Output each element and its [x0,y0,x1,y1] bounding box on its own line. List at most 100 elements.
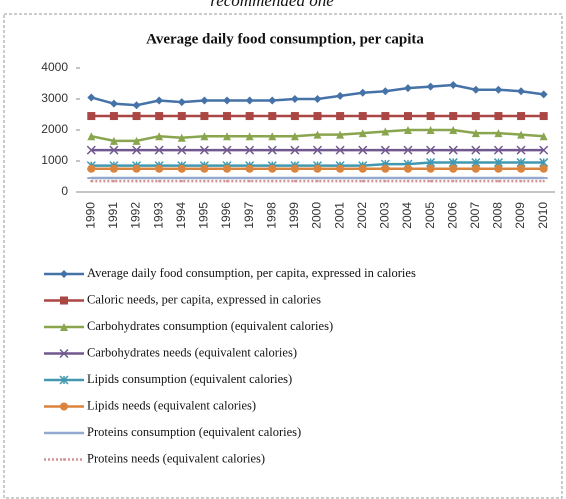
marker [494,85,503,94]
marker [449,81,458,90]
x-tick-label: 2009 [513,202,527,229]
marker [223,112,232,121]
legend-label: Average daily food consumption, per capi… [87,266,416,280]
marker [177,164,186,173]
marker [358,164,367,173]
marker [268,164,277,173]
marker [177,133,186,142]
marker [384,179,387,183]
marker [517,164,526,173]
legend-label: Caloric needs, per capita, expressed in … [87,292,321,306]
marker [403,126,412,134]
marker [155,132,164,141]
legend-label: Proteins needs (equivalent calories) [87,451,265,465]
marker [358,129,367,138]
marker [517,112,526,121]
legend-label: Carbohydrates needs (equivalent calories… [87,345,297,359]
x-tick-label: 2001 [332,202,346,229]
marker [471,145,481,155]
x-tick-label: 1999 [287,202,301,229]
y-tick-label: 0 [61,184,68,198]
marker [157,179,161,183]
marker [223,132,232,141]
legend-label: Proteins consumption (equivalent calorie… [87,425,301,439]
marker [268,96,277,105]
marker [517,130,526,139]
marker [381,164,390,173]
legend-marker [59,348,69,359]
marker [313,112,322,121]
legend-marker [60,296,68,305]
marker [358,112,367,121]
marker [381,112,390,121]
legend-marker [59,375,69,385]
marker [203,179,206,183]
x-tick-label: 2008 [491,202,505,229]
marker [426,126,435,134]
marker [517,87,526,96]
legend-label: Lipids consumption (equivalent calories) [87,372,292,386]
chart-border [3,13,563,499]
marker [290,132,299,141]
marker [381,127,390,136]
marker [135,179,138,183]
marker [223,96,232,105]
x-tick-label: 1993 [151,202,165,229]
marker [199,145,209,155]
x-tick-label: 1997 [242,202,256,229]
marker [87,132,96,141]
marker [494,164,503,173]
y-tick-label: 2000 [41,122,68,136]
marker [180,179,183,183]
marker [200,132,209,141]
x-tick-label: 1995 [197,202,211,229]
legend-marker [62,458,66,461]
marker [132,145,142,155]
marker [268,112,277,121]
marker [336,164,345,173]
marker [177,145,187,155]
marker [542,179,545,183]
marker [290,112,299,121]
y-tick-label: 3000 [41,91,68,105]
marker [380,145,390,155]
marker [519,179,523,183]
marker [222,145,232,155]
marker [313,95,322,103]
marker [471,112,480,121]
marker [381,87,390,96]
marker [474,179,478,183]
x-tick-label: 1998 [264,202,278,229]
x-tick-label: 2003 [378,202,392,229]
marker [426,112,435,121]
marker [403,164,412,173]
marker [539,112,548,121]
marker [109,99,118,108]
marker [358,145,368,155]
marker [403,84,412,93]
marker [245,164,254,173]
marker [426,145,436,155]
marker [154,145,164,155]
marker [200,96,209,105]
marker [87,93,96,102]
marker [494,129,503,138]
marker [268,132,277,141]
x-tick-label: 2007 [468,202,482,229]
marker [361,179,364,183]
marker [248,179,251,183]
marker [429,179,432,183]
marker [406,179,410,183]
x-tick-label: 2005 [423,202,437,229]
marker [336,91,345,100]
x-tick-label: 2010 [536,202,550,229]
marker [452,179,455,183]
x-tick-label: 1992 [129,202,143,229]
marker [336,112,345,121]
marker [223,164,232,173]
legend-label: Carbohydrates consumption (equivalent ca… [87,319,333,333]
marker [493,145,503,155]
x-tick-label: 1991 [106,202,120,229]
marker [109,145,119,155]
